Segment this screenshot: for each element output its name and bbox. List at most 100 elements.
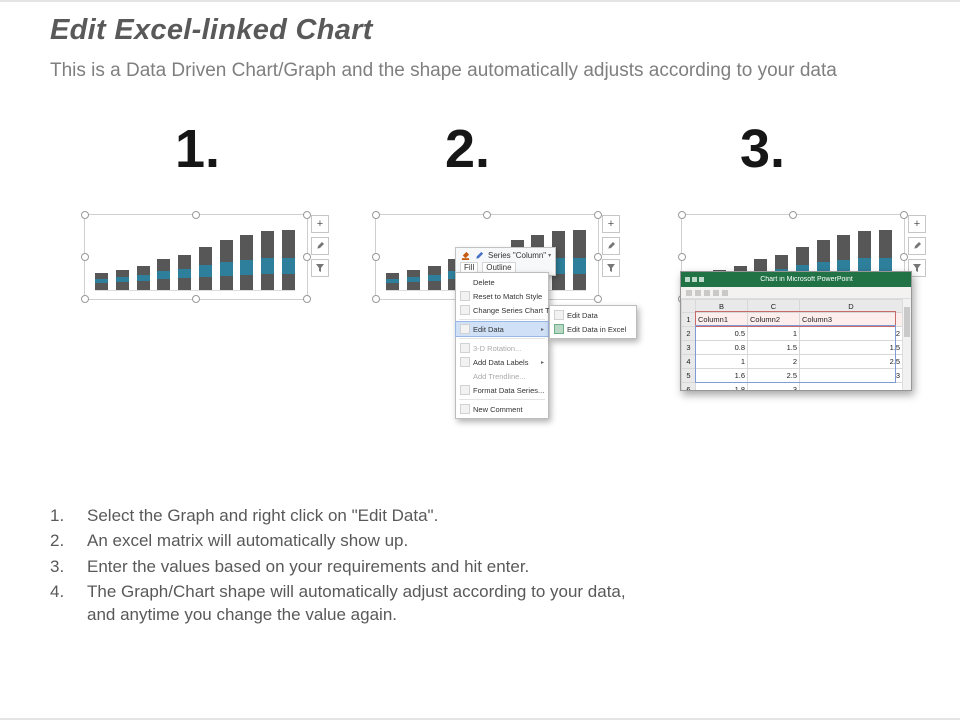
bar-segment-bottom — [386, 283, 399, 290]
menu-item-add-data-labels[interactable]: Add Data Labels ▸ — [456, 355, 548, 369]
fill-bucket-icon[interactable] — [460, 250, 470, 260]
menu-item-delete[interactable]: Delete — [456, 275, 548, 289]
toolbar-icon[interactable] — [713, 289, 719, 296]
chart-styles-button[interactable] — [602, 237, 620, 255]
selection-handle[interactable] — [594, 253, 602, 261]
chart-styles-button[interactable] — [311, 237, 329, 255]
selection-handle[interactable] — [372, 211, 380, 219]
menu-item-add-trendline[interactable]: Add Trendline... — [456, 369, 548, 383]
selection-handle[interactable] — [678, 253, 686, 261]
column-header-b[interactable]: B — [695, 299, 748, 313]
column-header-d[interactable]: D — [799, 299, 903, 313]
selection-handle[interactable] — [303, 253, 311, 261]
submenu-arrow-icon: ▸ — [540, 359, 544, 366]
bar-segment-bottom — [219, 276, 233, 290]
cell[interactable]: 2 — [799, 326, 903, 341]
selection-handle[interactable] — [372, 295, 380, 303]
cell[interactable]: 0.5 — [695, 326, 748, 341]
submenu-item-edit-data[interactable]: Edit Data — [550, 308, 636, 322]
chart-styles-button[interactable] — [908, 237, 926, 255]
toolbar-icon[interactable] — [695, 289, 701, 296]
submenu-item-edit-data-in-excel[interactable]: Edit Data in Excel — [550, 322, 636, 336]
selection-handle[interactable] — [594, 211, 602, 219]
instruction-text: Select the Graph and right click on "Edi… — [87, 506, 439, 525]
instruction-number: 2. — [50, 531, 65, 551]
edit-data-icon — [460, 324, 470, 334]
bar-segment-bottom — [281, 274, 295, 290]
cell[interactable]: Column2 — [747, 312, 800, 327]
selection-handle[interactable] — [81, 253, 89, 261]
cell[interactable]: 0.8 — [695, 340, 748, 355]
cell[interactable]: 2.5 — [799, 354, 903, 369]
stacked-bar — [157, 259, 171, 290]
menu-item-change-series-chart-type[interactable]: Change Series Chart Type... — [456, 303, 568, 317]
toolbar-icon[interactable] — [704, 289, 710, 296]
bar-segment-teal — [406, 277, 420, 282]
menu-item-label: Edit Data in Excel — [567, 324, 627, 334]
selection-handle[interactable] — [303, 211, 311, 219]
cell[interactable]: 3 — [747, 382, 800, 390]
cell[interactable] — [799, 382, 903, 390]
row-number[interactable]: 5 — [681, 368, 696, 383]
selection-handle[interactable] — [372, 253, 380, 261]
selection-handle[interactable] — [900, 211, 908, 219]
cell[interactable]: 2 — [747, 354, 800, 369]
chart-filters-button[interactable] — [908, 259, 926, 277]
selection-handle[interactable] — [192, 295, 200, 303]
series-dropdown[interactable]: Series "Column" ▾ — [488, 251, 551, 260]
menu-item-format-data-series[interactable]: Format Data Series... — [456, 383, 548, 397]
bar-segment-bottom — [115, 282, 129, 290]
redo-icon[interactable] — [699, 277, 704, 282]
selection-handle[interactable] — [789, 211, 797, 219]
cell[interactable]: 1.5 — [747, 340, 800, 355]
cell[interactable]: 1.8 — [695, 382, 748, 390]
bar-segment-top — [878, 230, 892, 258]
bar-segment-bottom — [240, 275, 254, 290]
cell[interactable]: 1.6 — [695, 368, 748, 383]
cell[interactable]: 1 — [695, 354, 748, 369]
cell[interactable]: 2.5 — [747, 368, 800, 383]
edit-data-submenu: Edit Data Edit Data in Excel — [549, 305, 637, 339]
bar-segment-teal — [157, 271, 171, 279]
brush-icon — [317, 242, 324, 249]
cell[interactable]: 1.5 — [799, 340, 903, 355]
column-header-c[interactable]: C — [747, 299, 800, 313]
menu-item-3-d-rotation[interactable]: 3-D Rotation... — [456, 341, 548, 355]
row-number[interactable]: 2 — [681, 326, 696, 341]
undo-icon[interactable] — [692, 277, 697, 282]
row-number[interactable]: 1 — [681, 312, 696, 327]
chart-step1[interactable]: + — [81, 211, 329, 303]
selection-handle[interactable] — [483, 211, 491, 219]
chart-filters-button[interactable] — [602, 259, 620, 277]
chart-elements-button[interactable]: + — [908, 215, 926, 233]
rotation-icon — [460, 343, 470, 353]
chart-filters-button[interactable] — [311, 259, 329, 277]
menu-item-new-comment[interactable]: New Comment — [456, 402, 548, 416]
row-number[interactable]: 4 — [681, 354, 696, 369]
chart-elements-button[interactable]: + — [602, 215, 620, 233]
menu-item-reset-to-match-style[interactable]: Reset to Match Style — [456, 289, 548, 303]
selection-handle[interactable] — [900, 253, 908, 261]
cell[interactable]: Column1 — [695, 312, 748, 327]
selection-handle[interactable] — [192, 211, 200, 219]
scrollbar-thumb[interactable] — [904, 307, 910, 337]
selection-handle[interactable] — [81, 211, 89, 219]
cell[interactable]: 1 — [747, 326, 800, 341]
table-row: 6 1.8 3 — [681, 382, 903, 390]
toolbar-icon[interactable] — [722, 289, 728, 296]
outline-pen-icon[interactable] — [474, 250, 484, 260]
cell[interactable]: 3 — [799, 368, 903, 383]
table-row: 3 0.8 1.5 1.5 — [681, 340, 903, 355]
row-number[interactable]: 6 — [681, 382, 696, 390]
selection-handle[interactable] — [81, 295, 89, 303]
selection-handle[interactable] — [678, 211, 686, 219]
menu-item-edit-data[interactable]: Edit Data ▸ — [455, 321, 549, 337]
toolbar-icon[interactable] — [686, 289, 692, 296]
cell[interactable]: Column3 — [799, 312, 903, 327]
excel-scrollbar[interactable] — [902, 299, 911, 390]
row-number[interactable]: 3 — [681, 340, 696, 355]
chart-elements-button[interactable]: + — [311, 215, 329, 233]
selection-handle[interactable] — [303, 295, 311, 303]
save-icon[interactable] — [685, 277, 690, 282]
selection-handle[interactable] — [594, 295, 602, 303]
